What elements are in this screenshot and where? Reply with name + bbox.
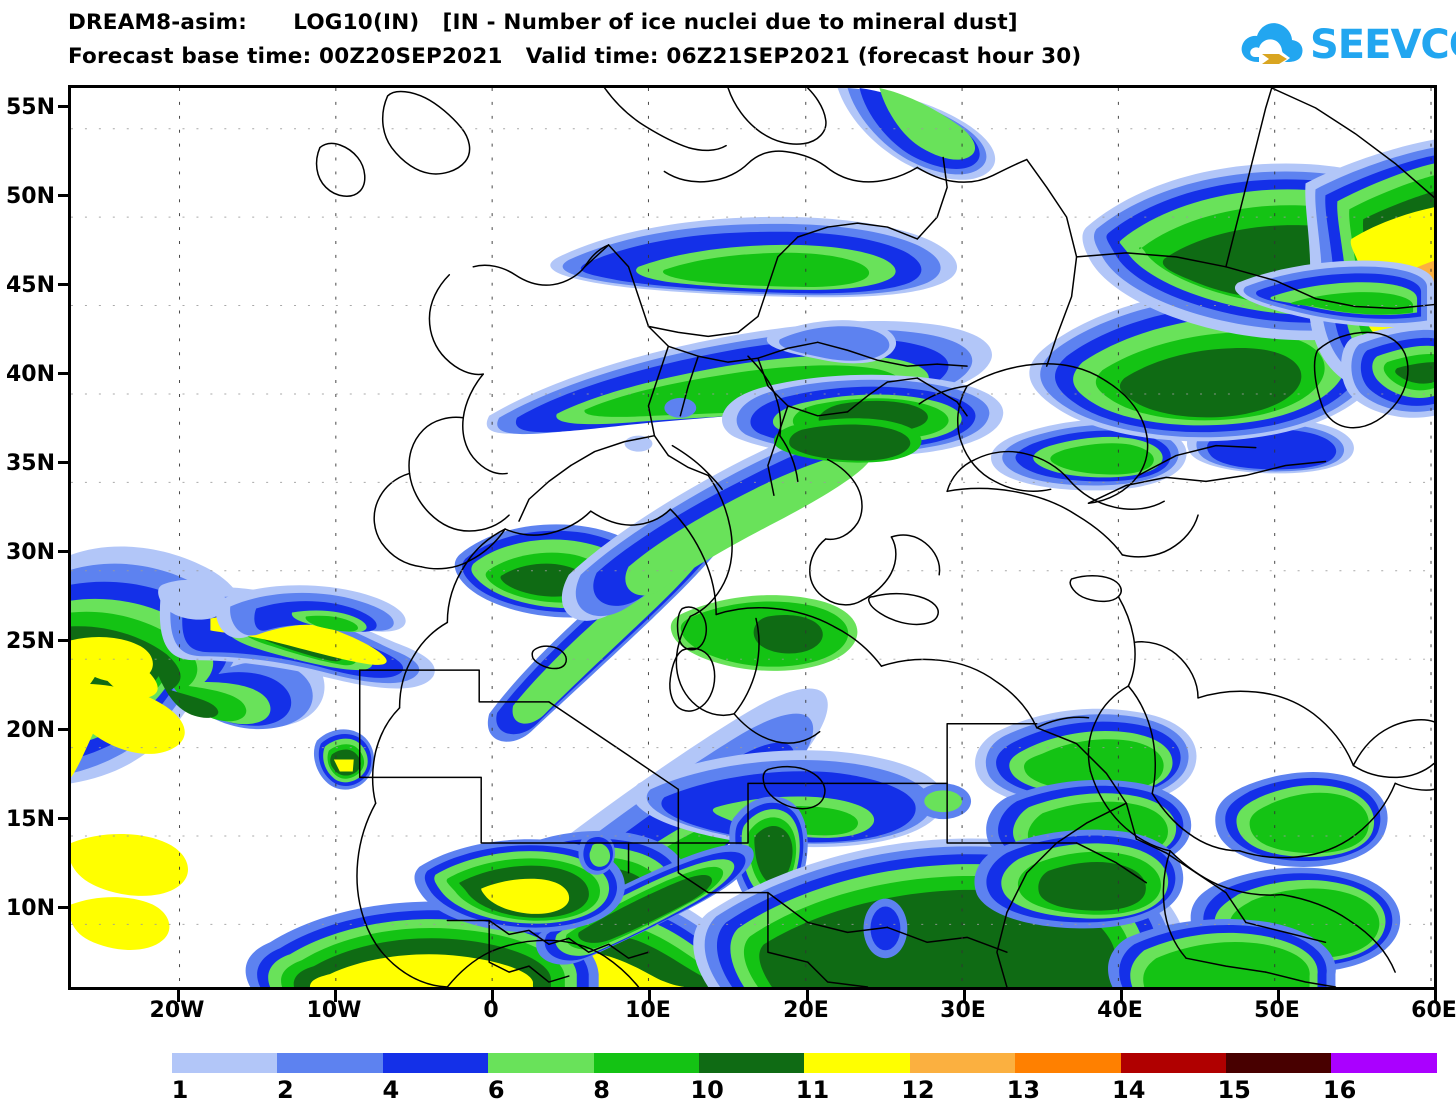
xtick-label: 60E <box>1411 998 1456 1023</box>
colorbar-tick-label: 14 <box>1112 1076 1146 1104</box>
colorbar-segment[interactable] <box>909 1053 1016 1073</box>
region-adriatic-wisp <box>766 320 897 364</box>
ytick-mark <box>58 372 70 375</box>
ytick-mark <box>58 728 70 731</box>
colorbar[interactable]: 1 2 4 6 8 10 11 12 13 14 15 16 <box>0 1046 1456 1108</box>
map-canvas <box>71 88 1434 987</box>
xtick-mark <box>1277 990 1280 1002</box>
colorbar-segment[interactable] <box>1226 1053 1332 1073</box>
xtick-mark <box>334 990 337 1002</box>
colorbar-tick-label: 12 <box>901 1076 935 1104</box>
ytick-label: 40N <box>5 362 55 387</box>
xtick-mark <box>806 990 809 1002</box>
ytick-label: 30N <box>5 540 55 565</box>
ytick-mark <box>58 906 70 909</box>
colorbar-swatches[interactable] <box>172 1053 1437 1073</box>
title-line-1: DREAM8-asim: LOG10(IN) [IN - Number of i… <box>68 10 1018 35</box>
xtick-label: 20E <box>783 998 829 1023</box>
xtick-mark <box>963 990 966 1002</box>
region-benin-jet <box>536 844 754 965</box>
colorbar-segment[interactable] <box>699 1053 805 1073</box>
ytick-mark <box>58 194 70 197</box>
region-yemen-arabia <box>1215 771 1388 867</box>
region-baltic <box>837 88 996 180</box>
xtick-mark <box>491 990 494 1002</box>
ytick-label: 45N <box>5 273 55 298</box>
region-canary-wisp <box>215 585 406 639</box>
colorbar-segment[interactable] <box>382 1053 489 1073</box>
ytick-mark <box>58 817 70 820</box>
coastlines-and-borders <box>315 88 1434 987</box>
ytick-mark <box>58 550 70 553</box>
forecast-map[interactable] <box>68 85 1437 990</box>
region-n-atlantic-wisp <box>158 579 226 620</box>
ytick-label: 55N <box>5 95 55 120</box>
region-gulf-guinea <box>245 901 599 987</box>
colorbar-segment[interactable] <box>1015 1053 1121 1073</box>
colorbar-segment[interactable] <box>804 1053 910 1073</box>
ytick-label: 25N <box>5 629 55 654</box>
region-caspian-iran <box>1341 323 1434 418</box>
ytick-label: 10N <box>5 896 55 921</box>
colorbar-tick-label: 6 <box>487 1076 505 1104</box>
logo-wordmark: SEEVCCC <box>1310 22 1456 68</box>
ytick-label: 15N <box>5 807 55 832</box>
xtick-mark <box>648 990 651 1002</box>
ytick-mark <box>58 639 70 642</box>
ytick-label: 35N <box>5 451 55 476</box>
ytick-label: 20N <box>5 718 55 743</box>
ytick-mark <box>58 283 70 286</box>
xtick-label: 10W <box>306 998 362 1023</box>
colorbar-tick-label: 16 <box>1322 1076 1357 1104</box>
colorbar-tick-label: 8 <box>593 1076 611 1104</box>
xtick-mark <box>1120 990 1123 1002</box>
region-turkey <box>991 419 1187 491</box>
region-macedonia <box>773 418 922 463</box>
colorbar-tick-label: 11 <box>795 1076 830 1104</box>
ytick-label: 50N <box>5 184 55 209</box>
region-mali <box>414 839 625 933</box>
xtick-label: 10E <box>625 998 671 1023</box>
region-central-europe-plume <box>550 216 958 298</box>
colorbar-tick-label: 10 <box>690 1076 724 1104</box>
ytick-mark <box>58 105 70 108</box>
colorbar-tick-label: 1 <box>171 1076 189 1104</box>
region-mauritania-cell <box>313 729 374 790</box>
header: DREAM8-asim: LOG10(IN) [IN - Number of i… <box>0 0 1456 84</box>
title-line-2: Forecast base time: 00Z20SEP2021 Valid t… <box>68 44 1082 69</box>
colorbar-tick-label: 15 <box>1217 1076 1251 1104</box>
colorbar-segment[interactable] <box>277 1053 383 1073</box>
colorbar-labels: 1 2 4 6 8 10 11 12 13 14 15 16 <box>0 1076 1456 1108</box>
xtick-label: 50E <box>1254 998 1300 1023</box>
colorbar-segment[interactable] <box>593 1053 700 1073</box>
colorbar-tick-label: 2 <box>277 1076 294 1104</box>
colorbar-segment[interactable] <box>1331 1053 1437 1073</box>
colorbar-segment[interactable] <box>488 1053 594 1073</box>
xtick-label: 40E <box>1097 998 1143 1023</box>
xtick-label: 20W <box>149 998 205 1023</box>
region-caucasus <box>1234 260 1434 328</box>
xtick-mark <box>177 990 180 1002</box>
region-atlantic-scatter <box>71 637 189 950</box>
xtick-label: 0 <box>483 998 499 1023</box>
colorbar-tick-label: 4 <box>382 1076 400 1104</box>
region-niger-small <box>578 832 615 875</box>
cloud-icon <box>1241 23 1303 64</box>
seevccc-logo: SEEVCCC <box>1238 16 1456 76</box>
colorbar-tick-label: 13 <box>1006 1076 1041 1104</box>
xtick-mark <box>1434 990 1437 1002</box>
ytick-mark <box>58 461 70 464</box>
region-ethiopia-highlands <box>974 829 1184 929</box>
colorbar-segment[interactable] <box>172 1053 278 1073</box>
colorbar-segment[interactable] <box>1120 1053 1227 1073</box>
xtick-label: 30E <box>940 998 986 1023</box>
